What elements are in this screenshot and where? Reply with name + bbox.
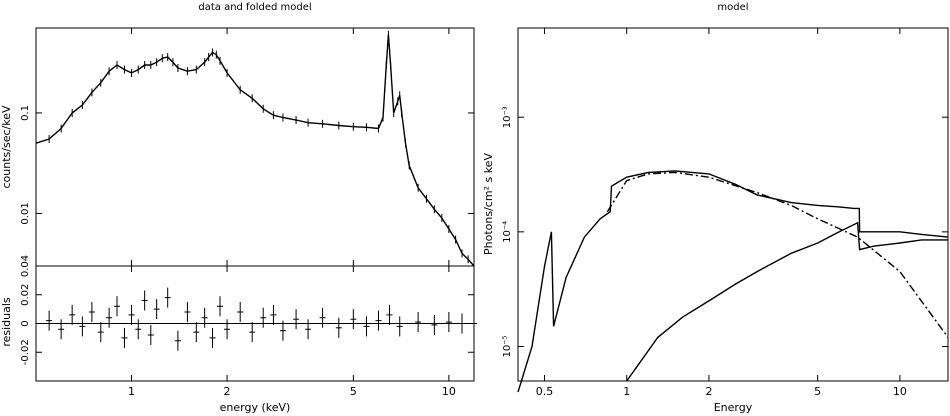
- folded-model-line: [35, 34, 475, 267]
- left-main-panel: data and folded model counts/sec/keV 0.0…: [0, 2, 475, 270]
- right-model-panel: model Photons/cm² s keV Energy 0.5 1 2 5 10 1…: [482, 2, 949, 414]
- right-frame: [517, 27, 949, 382]
- right-ticks: 0.5 1 2 5 10 10⁻⁵ 10⁻⁴ 10⁻³: [502, 28, 948, 398]
- y-tick-label: 10⁻⁴: [502, 221, 513, 243]
- y-tick-label: 0.04: [20, 255, 31, 277]
- y-tick-label: 0: [20, 320, 31, 326]
- x-tick-label: 1: [623, 385, 630, 398]
- left-title: data and folded model: [198, 2, 311, 13]
- x-tick-label: 1: [128, 385, 135, 398]
- left-ylabel: counts/sec/keV: [0, 105, 13, 188]
- x-tick-label: 2: [705, 385, 712, 398]
- x-tick-label: 5: [814, 385, 821, 398]
- x-tick-label: 10: [893, 385, 907, 398]
- left-main-frame: [35, 27, 475, 267]
- left-residual-series: [36, 287, 477, 351]
- right-title: model: [717, 2, 748, 13]
- y-tick-label: -0.02: [20, 339, 31, 365]
- x-tick-label: 2: [224, 385, 231, 398]
- x-tick-label: 0.5: [536, 385, 554, 398]
- left-xlabel: energy (keV): [220, 401, 291, 414]
- total-model-line: [517, 170, 949, 393]
- y-tick-label: 0.1: [20, 105, 31, 121]
- right-ylabel: Photons/cm² s keV: [482, 153, 495, 255]
- left-main-series: [35, 30, 475, 270]
- right-xlabel: Energy: [714, 401, 753, 414]
- x-tick-label: 5: [350, 385, 357, 398]
- left-residual-ticks: 1 2 5 10 -0.02 0 0.02 0.04: [20, 255, 474, 398]
- residual-ylabel: residuals: [0, 297, 13, 347]
- y-tick-label: 10⁻⁵: [502, 335, 513, 357]
- y-tick-label: 10⁻³: [502, 106, 513, 128]
- y-tick-label: 0.01: [20, 202, 31, 224]
- x-tick-label: 10: [442, 385, 456, 398]
- soft-component-line: [606, 171, 949, 338]
- left-residual-panel: residuals energy (keV) 1 2 5 10 -0.02 0 0.02 0.…: [0, 255, 477, 414]
- left-main-ticks: 0.01 0.1: [20, 28, 474, 266]
- right-series: [517, 170, 949, 393]
- hard-component-line: [626, 221, 948, 382]
- y-tick-label: 0.02: [20, 284, 31, 306]
